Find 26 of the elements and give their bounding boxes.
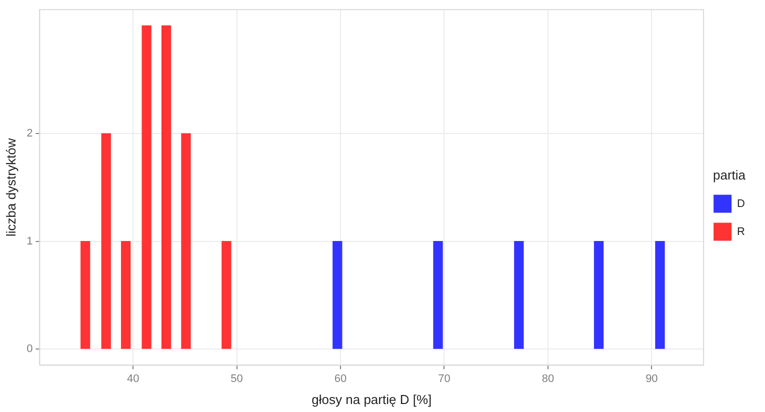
x-tick-label: 50 [230,372,243,385]
x-tick-label: 90 [646,372,658,385]
y-tick-label: 2 [26,128,33,140]
legend-label: R [737,226,746,238]
bar [120,240,131,349]
bar [181,133,191,349]
x-tick-label: 40 [126,372,140,385]
legend-title: partia [713,167,746,182]
x-axis-title: głosy na partię D [%] [312,392,432,407]
y-tick-label: 0 [26,343,33,356]
y-tick-label: 1 [26,235,33,248]
bar [142,25,152,349]
x-tick-label: 60 [334,372,347,385]
x-tick-label: 70 [438,372,450,385]
bar [433,240,443,349]
legend-label: D [737,198,746,210]
bar [655,240,665,349]
bar [101,133,111,349]
bar [222,240,232,349]
bar [332,240,342,349]
x-tick-label: 80 [542,372,554,385]
bar [514,240,524,349]
bar [594,240,604,349]
bar [80,240,90,349]
bar [161,25,172,349]
y-axis-title: liczba dystryktów [3,138,18,237]
